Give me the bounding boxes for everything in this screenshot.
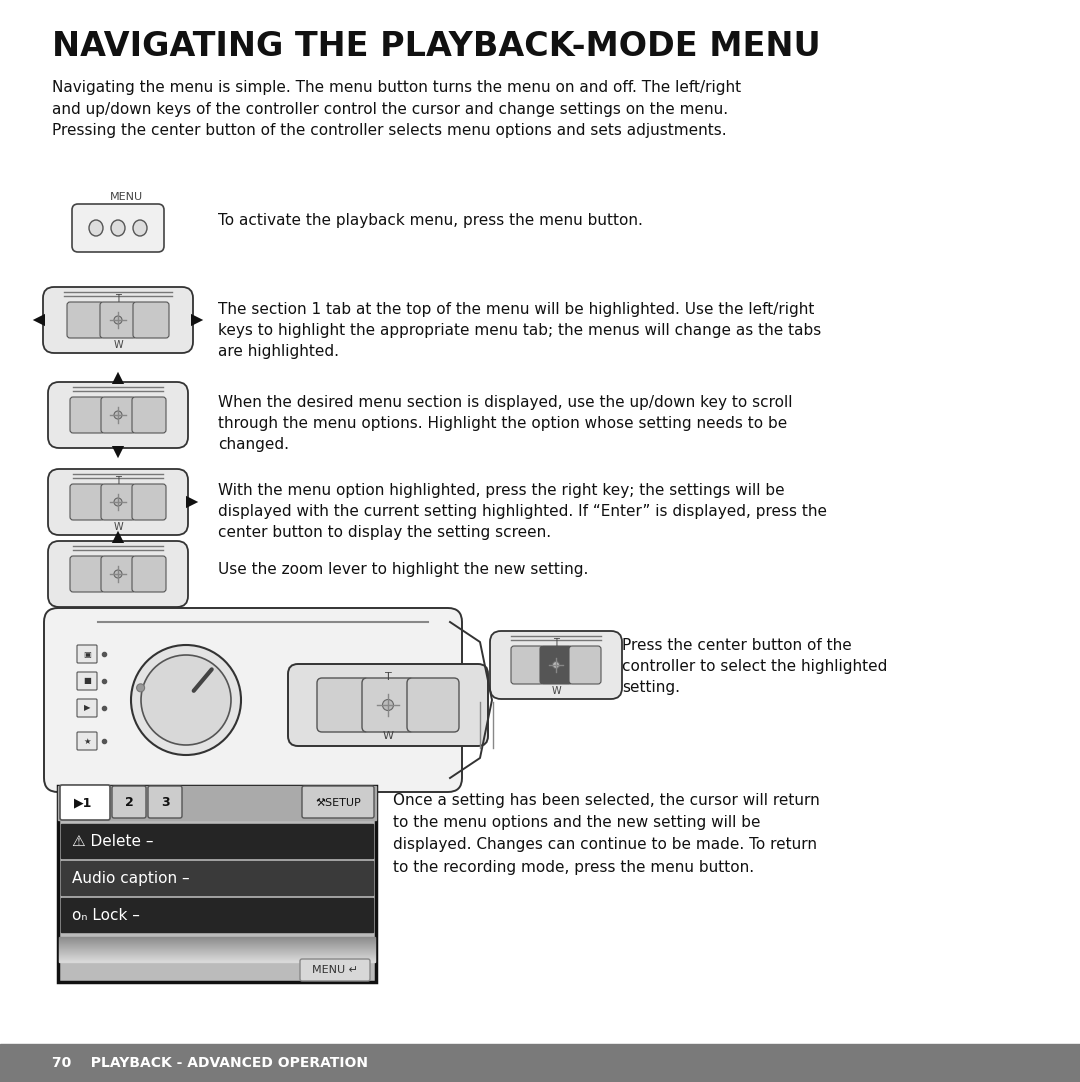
FancyBboxPatch shape [362,678,414,733]
FancyBboxPatch shape [102,397,135,433]
FancyBboxPatch shape [540,646,572,684]
Circle shape [114,316,122,324]
FancyBboxPatch shape [300,959,370,981]
FancyBboxPatch shape [407,678,459,733]
Text: When the desired menu section is displayed, use the up/down key to scroll
throug: When the desired menu section is display… [218,395,793,452]
FancyBboxPatch shape [48,469,188,535]
Text: ▶1: ▶1 [75,796,93,809]
Bar [60,824,373,858]
Text: The section 1 tab at the top of the menu will be highlighted. Use the left/right: The section 1 tab at the top of the menu… [218,302,821,359]
Circle shape [114,498,122,506]
Text: T: T [384,672,391,682]
Text: W: W [113,340,123,349]
Ellipse shape [133,220,147,236]
Text: MENU: MENU [110,192,144,202]
FancyBboxPatch shape [569,646,600,684]
Text: ⚠ Delete –: ⚠ Delete – [72,833,153,848]
Circle shape [114,570,122,578]
FancyBboxPatch shape [48,382,188,448]
FancyBboxPatch shape [133,302,168,338]
Text: To activate the playback menu, press the menu button.: To activate the playback menu, press the… [218,213,643,228]
FancyBboxPatch shape [511,646,543,684]
FancyBboxPatch shape [132,484,166,520]
Text: W: W [113,522,123,532]
FancyBboxPatch shape [302,786,374,818]
Text: ★: ★ [83,737,91,745]
Text: Navigating the menu is simple. The menu button turns the menu on and off. The le: Navigating the menu is simple. The menu … [52,80,741,138]
FancyBboxPatch shape [43,287,193,353]
Text: NAVIGATING THE PLAYBACK-MODE MENU: NAVIGATING THE PLAYBACK-MODE MENU [52,30,821,63]
FancyBboxPatch shape [132,556,166,592]
FancyBboxPatch shape [67,302,103,338]
Text: W: W [382,731,393,741]
FancyBboxPatch shape [70,556,104,592]
Ellipse shape [89,220,103,236]
FancyBboxPatch shape [70,397,104,433]
FancyBboxPatch shape [77,733,97,750]
Circle shape [114,411,122,419]
FancyBboxPatch shape [148,786,183,818]
FancyBboxPatch shape [77,672,97,690]
FancyBboxPatch shape [72,204,164,252]
Text: 3: 3 [161,796,170,809]
Text: With the menu option highlighted, press the right key; the settings will be
disp: With the menu option highlighted, press … [218,483,827,540]
FancyBboxPatch shape [77,699,97,717]
Bar [58,786,376,820]
FancyBboxPatch shape [490,631,622,699]
Text: ▣: ▣ [83,649,91,659]
Text: T: T [116,476,121,486]
Bar [60,861,373,895]
Text: ⚒SETUP: ⚒SETUP [315,799,361,808]
Circle shape [131,645,241,755]
Circle shape [136,684,145,691]
Text: Use the zoom lever to highlight the new setting.: Use the zoom lever to highlight the new … [218,562,589,577]
Text: Audio caption –: Audio caption – [72,871,190,885]
FancyBboxPatch shape [70,484,104,520]
Text: Press the center button of the
controller to select the highlighted
setting.: Press the center button of the controlle… [622,638,888,695]
Circle shape [553,661,559,669]
FancyBboxPatch shape [102,556,135,592]
Circle shape [382,699,393,711]
Text: 2: 2 [124,796,133,809]
Text: W: W [551,686,561,696]
Text: Once a setting has been selected, the cursor will return
to the menu options and: Once a setting has been selected, the cu… [393,793,820,874]
FancyBboxPatch shape [44,608,462,792]
Bar [60,898,373,932]
Ellipse shape [111,220,125,236]
FancyBboxPatch shape [60,786,110,820]
FancyBboxPatch shape [100,302,136,338]
FancyBboxPatch shape [77,645,97,663]
Text: ᴏₙ Lock –: ᴏₙ Lock – [72,908,140,923]
FancyBboxPatch shape [132,397,166,433]
Bar [58,786,376,982]
FancyBboxPatch shape [48,541,188,607]
Text: 70    PLAYBACK - ADVANCED OPERATION: 70 PLAYBACK - ADVANCED OPERATION [52,1056,368,1070]
Bar [0,1044,1080,1082]
Circle shape [141,655,231,745]
Text: ▶: ▶ [84,703,91,713]
Text: MENU ↵: MENU ↵ [312,965,357,975]
FancyBboxPatch shape [318,678,369,733]
FancyBboxPatch shape [112,786,146,818]
FancyBboxPatch shape [102,484,135,520]
Text: T: T [116,294,121,304]
FancyBboxPatch shape [288,664,488,745]
Text: T: T [553,638,559,648]
Text: ■: ■ [83,676,91,686]
